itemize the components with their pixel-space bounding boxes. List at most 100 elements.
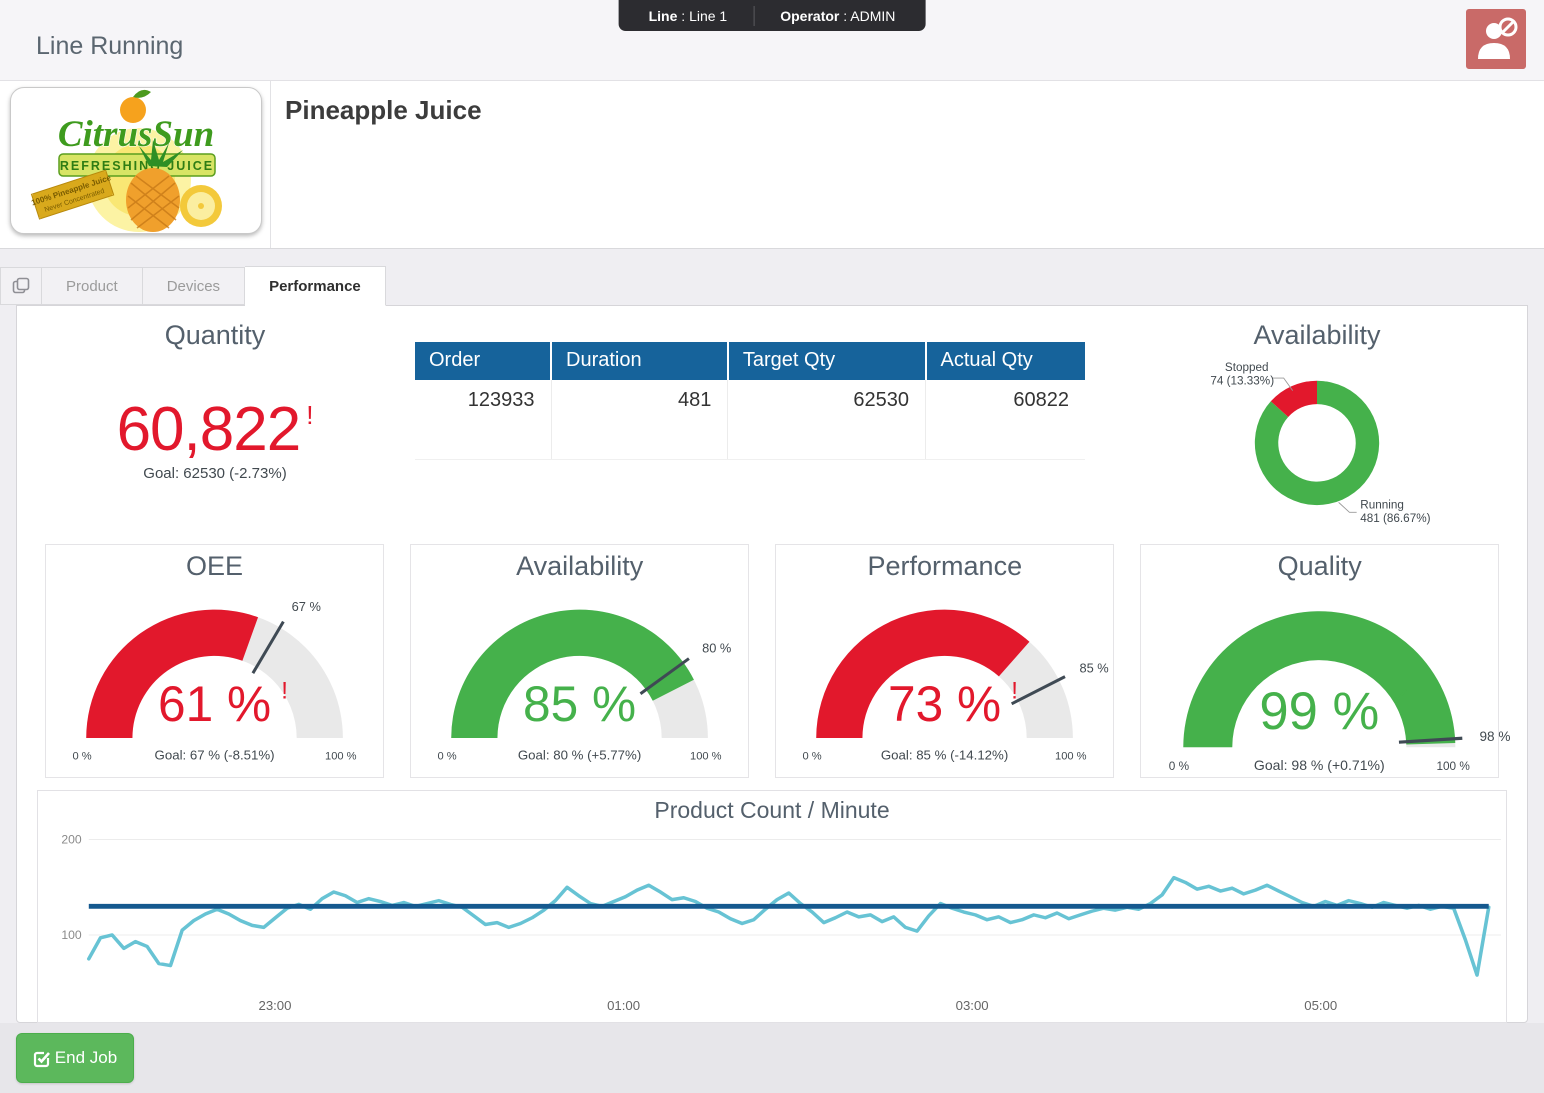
x-tick-label: 03:00 [956,998,989,1013]
gauge-chart-performance: 85 % 73 % ! Goal: 85 % (-14.12%) 0 % 100 % [803,609,1109,762]
gauge-max-label: 100 % [690,750,722,762]
check-square-icon [33,1051,50,1067]
quantity-block: Quantity 60,822! Goal: 62530 (-2.73%) [37,320,393,524]
tab-product[interactable]: Product [42,267,143,305]
gauge-card-performance: Performance 85 % 73 %! Goal: 85 % (-14.12%)… [775,544,1115,778]
gauge-value-text: 73 % [888,676,1001,732]
gauge-value-arc [451,609,695,738]
x-tick-label: 01:00 [607,998,640,1013]
gauge-goal-text: Goal: 85 % (-14.12%) [881,747,1008,762]
badge-line-label: Line [648,7,678,24]
copy-pages-icon [12,277,30,294]
gauge-chart-oee: 67 % 61 % ! Goal: 67 % (-8.51%) 0 % 100 % [73,599,357,762]
performance-panel: Quantity 60,822! Goal: 62530 (-2.73%) Or… [16,305,1528,1023]
table-row: 123933 481 62530 60822 [415,380,1085,421]
pineapple-illustration [126,140,222,232]
order-table: Order Duration Target Qty Actual Qty 123933 4… [415,342,1085,460]
svg-text:74 (13.33%): 74 (13.33%) [1210,374,1274,387]
gauge-value-arc [1183,611,1456,748]
donut-label-running: Running [1360,499,1404,512]
donut-label-stopped: Stopped [1225,361,1269,374]
y-tick-label: 200 [61,833,82,847]
table-cell: 62530 [727,380,927,421]
badge-line: Line : Line 1 [648,7,728,24]
order-table-card: Order Duration Target Qty Actual Qty 123933 4… [415,342,1127,524]
y-tick-label: 100 [61,928,82,942]
user-logout-button[interactable] [1466,9,1526,69]
donut-connector-running [1338,502,1357,513]
product-bar: CitrusSun REFRESHING JUICE 100% Pineappl… [0,81,1544,249]
gauge-goal-tick [1399,736,1463,744]
gauge-status-mark: ! [281,678,288,705]
gauge-min-label: 0 % [1169,760,1190,773]
gauge-card-oee: OEE 67 % 61 %! Goal: 67 % (-8.51%) 0 % 100 % [45,544,385,778]
order-table-header: Order [415,342,552,380]
order-table-header: Target Qty [727,342,927,380]
gauge-title: Performance [867,551,1023,581]
tab-bar: Product Devices Performance [0,265,1544,306]
product-name: Pineapple Juice [285,95,482,125]
table-cell: 123933 [415,380,552,421]
donut-slice-running [1254,380,1380,506]
gauge-max-label: 100 % [1055,750,1087,762]
product-count-series [87,875,1491,977]
product-logo: CitrusSun REFRESHING JUICE 100% Pineappl… [10,87,262,234]
gauge-goal-text: Goal: 67 % (-8.51%) [155,747,275,762]
summary-row: Quantity 60,822! Goal: 62530 (-2.73%) Or… [17,320,1527,525]
gauge-goal-tick-label: 67 % [292,599,321,614]
table-cell: 481 [551,380,729,421]
tab-devices[interactable]: Devices [142,267,246,305]
gauge-min-label: 0 % [73,750,92,762]
product-info: Pineapple Juice [270,81,1544,248]
page-title: Line Running [36,32,184,60]
badge-line-value: Line 1 [689,7,728,24]
gauge-card-availability: Availability 80 % 85 % ✓ Goal: 80 % (+5.77%)… [410,544,750,778]
badge-divider [753,5,755,26]
end-job-label: End Job [54,1048,118,1067]
quantity-title: Quantity [164,320,266,350]
badge-operator: Operator : ADMIN [780,7,896,24]
gauge-value-arc [816,609,1030,738]
gauge-status-mark: ✓ [1390,684,1411,712]
gauge-min-label: 0 % [803,750,822,762]
gauge-status-mark: ✓ [646,678,666,705]
gauge-title: OEE [186,551,244,581]
donut-slice-stopped [1270,380,1317,417]
availability-donut-block: Availability Stopped 74 (13.33%) Running 48… [1127,320,1507,525]
x-tick-label: 23:00 [258,998,291,1013]
gauge-value-text: 61 % [158,676,271,732]
badge-operator-label: Operator [780,7,840,24]
donut-title: Availability [1253,320,1381,350]
gauge-max-label: 100 % [1437,760,1471,773]
gauge-goal-tick [1011,675,1066,706]
svg-text:481 (86.67%): 481 (86.67%) [1360,512,1430,525]
order-table-header: Duration [551,342,729,380]
gauge-goal-tick-label: 98 % [1480,729,1511,744]
svg-text:REFRESHING JUICE: REFRESHING JUICE [60,159,214,173]
gauge-value-text: 85 % [523,676,636,732]
tab-performance[interactable]: Performance [245,266,386,306]
gauge-value-arc [86,609,259,738]
svg-text:CitrusSun: CitrusSun [58,114,214,155]
product-count-chart-panel: Product Count / Minute 100 200 23:00 01:00 0… [37,790,1507,1023]
gauge-title: Quality [1277,551,1362,581]
gauge-goal-tick [639,657,690,695]
gauge-row: OEE 67 % 61 %! Goal: 67 % (-8.51%) 0 % 100 % A… [17,544,1527,778]
top-badge: Line : Line 1 Operator : ADMIN [618,0,926,31]
quantity-value: 60,822 [116,395,302,464]
gauge-chart-quality: 98 % 99 % ✓ Goal: 98 % (+0.71%) 0 % 100 % [1169,611,1511,773]
table-spacer-row [415,421,1085,460]
footer-bar: End Job [0,1023,1544,1093]
donut-connector-stopped [1271,377,1294,391]
end-job-button[interactable]: End Job [16,1033,134,1083]
gauge-max-label: 100 % [325,750,357,762]
gauge-min-label: 0 % [438,750,457,762]
tab-pages-icon-button[interactable] [0,267,42,305]
gauge-goal-text: Goal: 80 % (+5.77%) [518,747,641,762]
x-tick-label: 05:00 [1304,998,1337,1013]
table-cell: 60822 [1013,389,1069,411]
chart-title: Product Count / Minute [654,797,890,823]
gauge-goal-tick [251,620,285,674]
gauge-value-text: 99 % [1260,682,1380,741]
app-header: Line Running [0,0,1544,81]
